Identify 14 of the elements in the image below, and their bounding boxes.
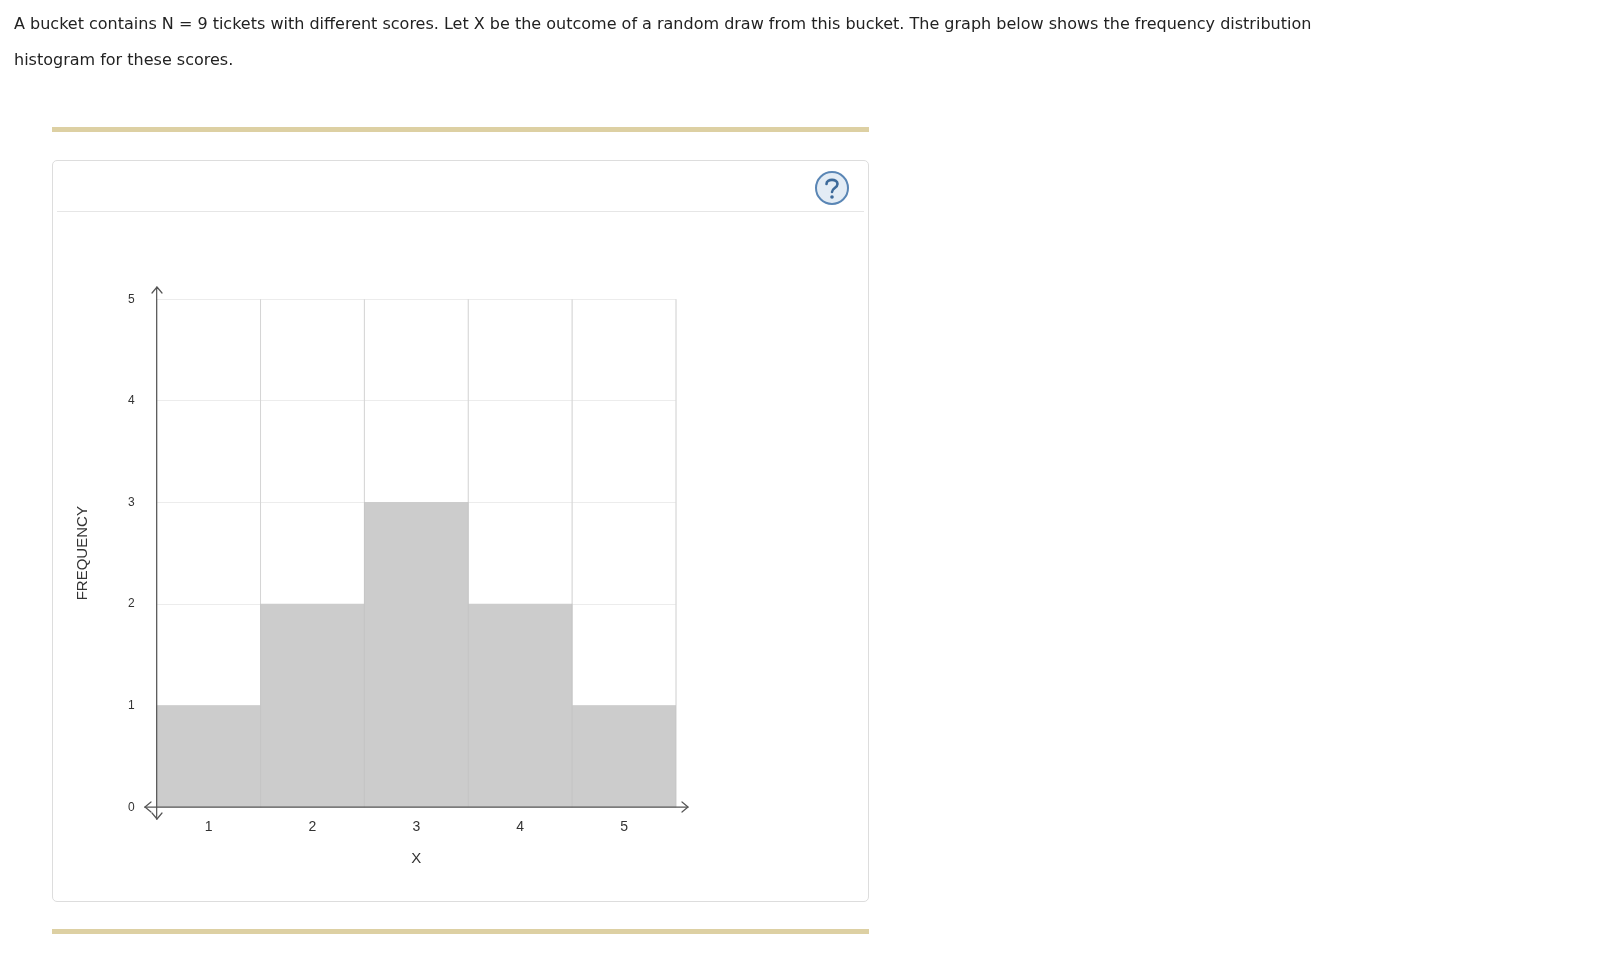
x-axis-title: X bbox=[411, 849, 422, 867]
y-axis-title: FREQUENCY bbox=[73, 506, 91, 601]
y-tick-label: 5 bbox=[127, 291, 135, 306]
y-tick-label: 4 bbox=[127, 393, 135, 408]
x-tick-label: 1 bbox=[204, 818, 213, 835]
y-tick-label: 0 bbox=[127, 799, 135, 814]
chart-title: A bucket contains N = 9 tickets with different scores. Let X be the outcome of a random draw from this bucket. The graph below shows the frequency distribution histogram for these scores. bbox=[14, 13, 1313, 71]
x-tick-label: 5 bbox=[620, 818, 629, 835]
y-tick-label: 2 bbox=[127, 596, 135, 611]
x-tick-label: 2 bbox=[308, 818, 317, 835]
y-tick-label: 1 bbox=[127, 697, 135, 712]
x-tick-label: 4 bbox=[516, 818, 525, 835]
y-tick-label: 3 bbox=[127, 494, 135, 509]
x-tick-label: 3 bbox=[412, 818, 421, 835]
